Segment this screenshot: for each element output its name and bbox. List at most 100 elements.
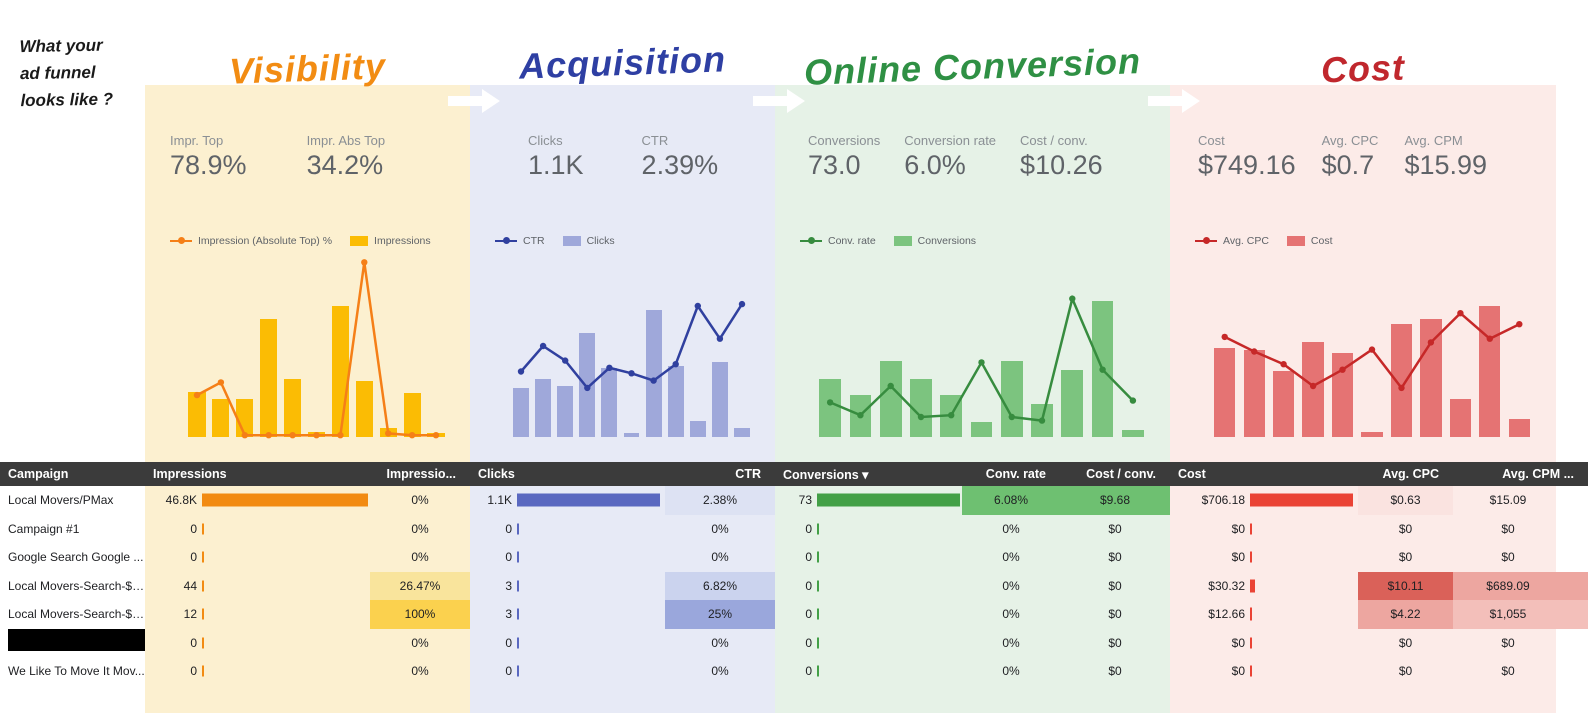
cell-ctr: 25% xyxy=(665,600,775,629)
chart-bar[interactable] xyxy=(645,309,662,437)
chart-bar[interactable] xyxy=(711,362,728,437)
cell-conversions: 0 xyxy=(805,578,812,593)
cell-clicks: 0 xyxy=(505,664,512,679)
cell-conversions: 0 xyxy=(805,664,812,679)
chart-bar[interactable] xyxy=(1121,429,1144,437)
legend-label: Conv. rate xyxy=(828,235,876,247)
chart-bar[interactable] xyxy=(188,391,206,437)
chart-visibility[interactable] xyxy=(185,255,448,439)
chart-bar-slot xyxy=(1387,255,1416,437)
cell-avg_cpc: $0 xyxy=(1398,521,1413,536)
data-bar xyxy=(202,637,204,649)
cell-cost_per_conv: $0 xyxy=(1108,521,1122,536)
column-header-Avg. CPC[interactable]: Avg. CPC xyxy=(1382,467,1440,481)
chart-bar[interactable] xyxy=(910,378,932,437)
data-bar-cell xyxy=(515,629,665,658)
cell-impr_abs_top_pct: 0% xyxy=(411,521,429,536)
bar-swatch-icon xyxy=(350,236,369,246)
data-bar xyxy=(1250,607,1253,621)
chart-bar[interactable] xyxy=(260,318,278,437)
legend-label: CTR xyxy=(523,235,545,247)
table-row: We Like To Move It Mov... 0 0% 0 0% 0 0% $0 $0 $0… xyxy=(0,657,1588,686)
data-bar xyxy=(1250,523,1252,535)
data-bar-cell xyxy=(815,629,962,658)
cell-clicks: 3 xyxy=(505,607,512,622)
chart-bar[interactable] xyxy=(819,378,842,437)
data-bar-cell xyxy=(815,486,962,515)
cell-cost_per_conv: $0 xyxy=(1108,578,1122,593)
chart-bar[interactable] xyxy=(557,386,574,437)
chart-bar-slot xyxy=(510,255,532,437)
chart-bar[interactable] xyxy=(1243,349,1265,437)
data-bar-cell xyxy=(1248,486,1358,515)
chart-bar[interactable] xyxy=(1420,318,1442,437)
column-header-Impressio...[interactable]: Impressio... xyxy=(386,467,456,481)
column-header-Clicks[interactable]: Clicks xyxy=(478,467,515,481)
data-bar-cell xyxy=(515,657,665,686)
chart-bar[interactable] xyxy=(689,420,706,437)
data-bar-cell xyxy=(515,486,665,515)
chart-bar[interactable] xyxy=(1390,324,1413,437)
chart-bar[interactable] xyxy=(513,387,529,437)
column-header-Avg. CPM ...[interactable]: Avg. CPM ... xyxy=(1502,467,1574,481)
chart-bar-slot xyxy=(209,255,233,437)
column-header-Conversions ▾[interactable]: Conversions ▾ xyxy=(783,467,869,482)
chart-bar[interactable] xyxy=(403,393,421,437)
bar-swatch-icon xyxy=(1286,236,1305,246)
column-header-Cost[interactable]: Cost xyxy=(1178,467,1206,481)
chart-bar-slot xyxy=(906,255,936,437)
chart-bar[interactable] xyxy=(1061,369,1084,437)
chart-bar[interactable] xyxy=(1302,342,1324,437)
column-header-CTR[interactable]: CTR xyxy=(735,467,761,481)
chart-bar-slot xyxy=(1328,255,1357,437)
data-bar xyxy=(202,580,204,592)
cell-impressions: 0 xyxy=(190,550,197,565)
chart-cost[interactable] xyxy=(1210,255,1534,437)
chart-bar[interactable] xyxy=(601,367,618,437)
chart-bar[interactable] xyxy=(1508,418,1530,437)
chart-bar[interactable] xyxy=(970,422,993,437)
chart-bar[interactable] xyxy=(734,427,750,437)
chart-bar[interactable] xyxy=(623,433,640,437)
chart-bar-slot xyxy=(731,255,753,437)
column-header-Conv. rate[interactable]: Conv. rate xyxy=(985,467,1046,481)
chart-bar[interactable] xyxy=(535,378,552,437)
chart-bar-slot xyxy=(352,255,376,437)
chart-bar[interactable] xyxy=(1331,353,1354,437)
chart-bar[interactable] xyxy=(1479,305,1501,437)
chart-bar[interactable] xyxy=(1449,398,1471,437)
kpi-cost: Avg. CPC $0.7 xyxy=(1322,133,1379,181)
kpi-label: Cost / conv. xyxy=(1020,133,1088,148)
kpi-label: Conversion rate xyxy=(904,133,997,148)
chart-bar[interactable] xyxy=(667,366,684,437)
chart-bar[interactable] xyxy=(283,378,302,437)
table-header-row: Campaign Impressions Impressio... Clicks CTR… xyxy=(0,462,1588,486)
data-bar-cell xyxy=(515,543,665,572)
column-header-Cost / conv.[interactable]: Cost / conv. xyxy=(1086,467,1156,481)
chart-bar[interactable] xyxy=(355,380,373,437)
data-bar xyxy=(1250,665,1252,677)
cell-impressions: 12 xyxy=(183,607,197,622)
column-header-Impressions[interactable]: Impressions xyxy=(153,467,227,481)
chart-bar[interactable] xyxy=(1214,347,1236,437)
cell-clicks: 1.1K xyxy=(487,493,512,508)
chart-bar[interactable] xyxy=(879,360,902,437)
chart-bar-slot xyxy=(966,255,996,437)
cell-impressions: 0 xyxy=(190,635,197,650)
flow-arrow-icon xyxy=(753,89,805,113)
data-bar-cell xyxy=(200,486,370,515)
legend-bar-series: Cost xyxy=(1286,235,1333,247)
chart-bar[interactable] xyxy=(1361,431,1383,437)
kpi-acquisition: CTR 2.39% xyxy=(642,133,719,181)
column-header-Campaign[interactable]: Campaign xyxy=(8,467,69,481)
chart-bar[interactable] xyxy=(212,398,230,437)
chart-acquisition[interactable] xyxy=(510,255,753,437)
chart-online-conversion[interactable] xyxy=(815,255,1148,437)
chart-bar-slot xyxy=(400,255,424,437)
kpi-value: $10.26 xyxy=(1020,150,1103,180)
cell-conversions: 0 xyxy=(805,607,812,622)
chart-bar[interactable] xyxy=(1273,371,1295,437)
cell-ctr: 0% xyxy=(711,550,729,565)
table-row: Google Search Google ... 0 0% 0 0% 0 0% $0 $0 $0 $… xyxy=(0,543,1588,572)
flow-arrow-icon xyxy=(1148,89,1200,113)
